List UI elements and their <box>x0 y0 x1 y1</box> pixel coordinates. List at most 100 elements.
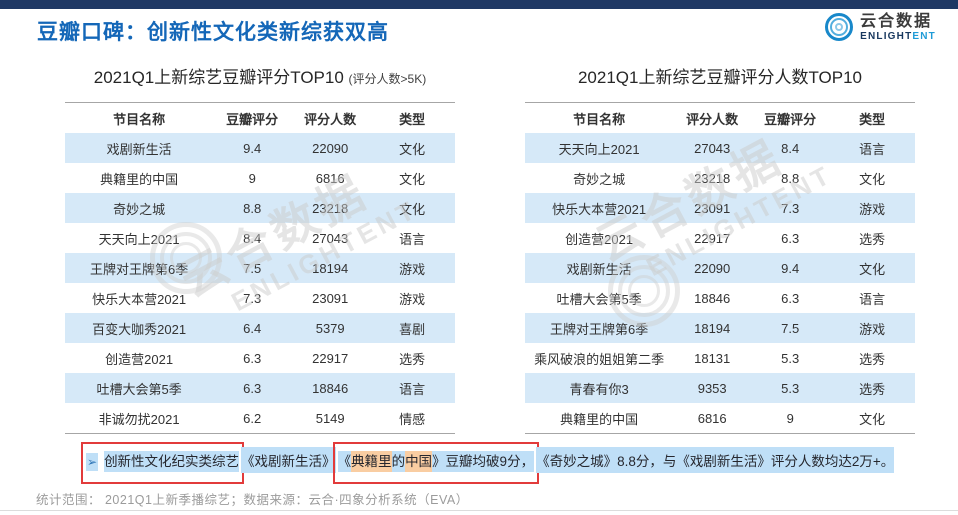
table-row: 奇妙之城 8.8 23218 文化 <box>65 193 455 223</box>
logo-cn-text: 云合数据 <box>860 13 933 30</box>
page-title: 豆瓣口碑：创新性文化类新综获双高 <box>37 21 389 44</box>
data-source-note: 统计范围： 2021Q1上新季播综艺；数据来源：云合·四象分析系统（EVA） <box>36 493 469 507</box>
red-annotation-box: ➢ 创新性文化纪实类综艺 <box>81 442 245 484</box>
table-cell: 7.3 <box>781 200 800 216</box>
table-cell: 文化 <box>399 141 426 157</box>
table-cell: 7.5 <box>781 320 800 336</box>
table-row: 快乐大本营2021 23091 7.3 游戏 <box>525 193 915 223</box>
table-cell: 22090 <box>312 140 349 156</box>
table-cell: 乘风破浪的姐姐第二季 <box>534 351 665 367</box>
insight-segment: 创新性文化纪实类综艺 <box>104 451 240 472</box>
table-row: 快乐大本营2021 7.3 23091 游戏 <box>65 283 455 313</box>
table-body: 戏剧新生活 9.4 22090 文化 典籍里的中国 9 6816 文化 奇妙之城 8.8 23218… <box>65 133 455 434</box>
top-accent-bar <box>0 0 958 9</box>
table-cell: 王牌对王牌第6季 <box>549 321 649 337</box>
table-row: 天天向上2021 8.4 27043 语言 <box>65 223 455 253</box>
table-cell: 23218 <box>694 170 731 186</box>
table-cell: 非诚勿扰2021 <box>98 411 180 427</box>
table-row: 创造营2021 22917 6.3 选秀 <box>525 223 915 253</box>
table-cell: 选秀 <box>859 231 886 247</box>
table-title: 2021Q1上新综艺豆瓣评分人数TOP10 <box>577 68 863 87</box>
table-cell: 8.4 <box>781 140 800 156</box>
table-cell: 游戏 <box>859 321 886 337</box>
table-cell: 语言 <box>399 231 426 247</box>
table-cell: 7.3 <box>243 290 262 306</box>
table-body: 天天向上2021 27043 8.4 语言 奇妙之城 23218 8.8 文化 快乐大本营202… <box>525 133 915 434</box>
table-cell: 18194 <box>694 320 731 336</box>
bottom-divider <box>0 510 958 511</box>
table-cell: 9 <box>248 170 256 186</box>
table-cell: 6.3 <box>781 290 800 306</box>
insight-segment: 《奇妙之城》8.8分，与《戏剧新生活》评分人数均达2万+。 <box>536 447 895 473</box>
table-cell: 语言 <box>859 141 886 157</box>
col-header: 类型 <box>859 111 886 127</box>
table-header-row: 节目名称 评分人数 豆瓣评分 类型 <box>525 102 915 133</box>
table-row: 创造营2021 6.3 22917 选秀 <box>65 343 455 373</box>
table-cell: 文化 <box>859 411 886 427</box>
logo-en-text: ENLIGHTENT <box>860 30 936 42</box>
key-insight-line: ➢ 创新性文化纪实类综艺 《戏剧新生活》 《典籍里的中国》豆瓣均破9分， 《奇妙之城》8… <box>81 442 895 484</box>
col-header: 节目名称 <box>573 111 626 127</box>
table-cell: 5.3 <box>781 380 800 396</box>
table-cell: 8.8 <box>243 200 262 216</box>
table-cell: 创造营2021 <box>105 351 174 367</box>
table-row: 乘风破浪的姐姐第二季 18131 5.3 选秀 <box>525 343 915 373</box>
table-cell: 奇妙之城 <box>573 171 626 187</box>
col-header: 评分人数 <box>304 111 357 127</box>
table-cell: 文化 <box>859 171 886 187</box>
table-row: 戏剧新生活 22090 9.4 文化 <box>525 253 915 283</box>
table-title: 2021Q1上新综艺豆瓣评分TOP10 (评分人数>5K) <box>93 68 427 87</box>
table-cell: 游戏 <box>859 201 886 217</box>
table-cell: 奇妙之城 <box>113 201 166 217</box>
table-cell: 7.5 <box>243 260 262 276</box>
table-row: 王牌对王牌第6季 18194 7.5 游戏 <box>525 313 915 343</box>
red-annotation-box: 《典籍里的中国》豆瓣均破9分， <box>332 442 540 484</box>
table-row: 青春有你3 9353 5.3 选秀 <box>525 373 915 403</box>
col-header: 节目名称 <box>113 111 166 127</box>
table-cell: 8.4 <box>243 230 262 246</box>
table-cell: 27043 <box>694 140 731 156</box>
table-cell: 27043 <box>312 230 349 246</box>
table-row: 非诚勿扰2021 6.2 5149 情感 <box>65 403 455 433</box>
table-cell: 游戏 <box>399 261 426 277</box>
table-row: 戏剧新生活 9.4 22090 文化 <box>65 133 455 163</box>
table-header-row: 节目名称 豆瓣评分 评分人数 类型 <box>65 102 455 133</box>
table-row: 典籍里的中国 9 6816 文化 <box>65 163 455 193</box>
table-row: 百变大咖秀2021 6.4 5379 喜剧 <box>65 313 455 343</box>
enlightent-logo-icon <box>825 13 854 42</box>
table-cell: 9.4 <box>781 260 800 276</box>
table-cell: 天天向上2021 <box>98 231 180 247</box>
table-cell: 6816 <box>315 170 345 186</box>
table-row: 王牌对王牌第6季 7.5 18194 游戏 <box>65 253 455 283</box>
table-cell: 吐槽大会第5季 <box>96 381 182 397</box>
table-cell: 典籍里的中国 <box>560 411 639 427</box>
col-header: 评分人数 <box>686 111 739 127</box>
table-cell: 天天向上2021 <box>558 141 640 157</box>
vote-count-top10-table: 2021Q1上新综艺豆瓣评分人数TOP10 节目名称 评分人数 豆瓣评分 类型 … <box>525 63 915 434</box>
highlighted-term: 中国 <box>405 451 433 472</box>
table-cell: 文化 <box>859 261 886 277</box>
table-cell: 6.3 <box>243 380 262 396</box>
table-cell: 9.4 <box>243 140 262 156</box>
table-cell: 青春有你3 <box>569 381 629 397</box>
table-cell: 选秀 <box>859 381 886 397</box>
table-cell: 吐槽大会第5季 <box>556 291 642 307</box>
brand-logo: 云合数据 ENLIGHTENT <box>825 13 936 42</box>
insight-segment: 《戏剧新生活》 <box>241 447 336 473</box>
table-cell: 文化 <box>399 171 426 187</box>
table-cell: 18846 <box>312 380 349 396</box>
table-cell: 23218 <box>312 200 349 216</box>
table-cell: 百变大咖秀2021 <box>92 321 187 337</box>
table-cell: 快乐大本营2021 <box>92 291 187 307</box>
table-cell: 语言 <box>859 291 886 307</box>
table-cell: 8.8 <box>781 170 800 186</box>
table-cell: 22090 <box>694 260 731 276</box>
table-cell: 5379 <box>315 320 345 336</box>
table-cell: 22917 <box>312 350 349 366</box>
table-row: 吐槽大会第5季 18846 6.3 语言 <box>525 283 915 313</box>
table-row: 天天向上2021 27043 8.4 语言 <box>525 133 915 163</box>
table-cell: 9353 <box>697 380 727 396</box>
rating-top10-table: 2021Q1上新综艺豆瓣评分TOP10 (评分人数>5K) 节目名称 豆瓣评分 … <box>65 63 455 434</box>
table-cell: 6.4 <box>243 320 262 336</box>
